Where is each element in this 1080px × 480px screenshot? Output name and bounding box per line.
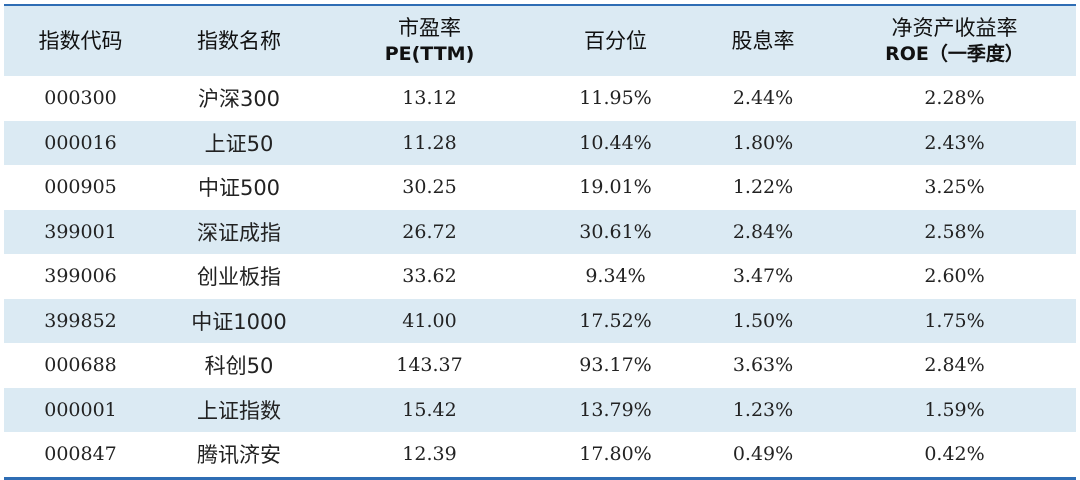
table-row: 000016 上证50 11.28 10.44% 1.80% 2.43% bbox=[4, 120, 1076, 165]
cell-name: 腾讯济安 bbox=[197, 443, 281, 468]
cell-percentile: 17.52% bbox=[579, 309, 652, 332]
cell-roe: 2.43% bbox=[924, 131, 985, 154]
header-label: 百分位 bbox=[584, 29, 647, 53]
index-valuation-table: 指数代码 指数名称 市盈率 PE(TTM) 百分位 股息率 净资产收益率 ROE bbox=[4, 6, 1076, 477]
cell-code: 399006 bbox=[44, 265, 117, 288]
cell-dividend-yield: 1.22% bbox=[732, 176, 794, 199]
header-index-code: 指数代码 bbox=[4, 6, 157, 76]
header-pe: 市盈率 PE(TTM) bbox=[321, 6, 538, 76]
header-sublabel: ROE（一季度） bbox=[885, 43, 1024, 65]
cell-name: 上证50 bbox=[204, 131, 274, 156]
cell-roe: 1.75% bbox=[924, 309, 985, 332]
header-row: 指数代码 指数名称 市盈率 PE(TTM) 百分位 股息率 净资产收益率 ROE bbox=[4, 6, 1076, 76]
cell-name: 深证成指 bbox=[197, 220, 281, 245]
cell-pe: 26.72 bbox=[402, 220, 457, 243]
header-dividend-yield: 股息率 bbox=[693, 6, 833, 76]
cell-percentile: 10.44% bbox=[579, 131, 652, 154]
table-row: 399852 中证1000 41.00 17.52% 1.50% 1.75% bbox=[4, 298, 1076, 343]
header-label: 市盈率 bbox=[398, 16, 461, 40]
table-row: 000905 中证500 30.25 19.01% 1.22% 3.25% bbox=[4, 165, 1076, 210]
cell-dividend-yield: 3.63% bbox=[732, 354, 794, 377]
cell-percentile: 13.79% bbox=[579, 398, 652, 421]
cell-code: 399852 bbox=[44, 309, 117, 332]
header-label: 指数代码 bbox=[38, 29, 123, 53]
table-row: 000001 上证指数 15.42 13.79% 1.23% 1.59% bbox=[4, 387, 1076, 432]
header-roe: 净资产收益率 ROE（一季度） bbox=[833, 6, 1076, 76]
cell-code: 000905 bbox=[44, 176, 117, 199]
cell-percentile: 30.61% bbox=[579, 220, 652, 243]
cell-dividend-yield: 3.47% bbox=[732, 265, 794, 288]
cell-pe: 33.62 bbox=[402, 265, 457, 288]
top-rule bbox=[4, 4, 1076, 6]
cell-roe: 2.60% bbox=[924, 265, 985, 288]
cell-pe: 15.42 bbox=[402, 398, 457, 421]
table-row: 000847 腾讯济安 12.39 17.80% 0.49% 0.42% bbox=[4, 432, 1076, 477]
header-label: 股息率 bbox=[731, 29, 795, 53]
cell-dividend-yield: 2.84% bbox=[732, 220, 794, 243]
cell-code: 000001 bbox=[44, 398, 117, 421]
cell-roe: 2.58% bbox=[924, 220, 985, 243]
header-percentile: 百分位 bbox=[538, 6, 693, 76]
cell-code: 399001 bbox=[44, 220, 117, 243]
cell-code: 000300 bbox=[44, 87, 117, 110]
cell-name: 创业板指 bbox=[197, 265, 281, 290]
cell-name: 科创50 bbox=[204, 354, 274, 379]
cell-dividend-yield: 0.49% bbox=[732, 443, 794, 466]
table-row: 399006 创业板指 33.62 9.34% 3.47% 2.60% bbox=[4, 254, 1076, 299]
cell-pe: 41.00 bbox=[402, 309, 457, 332]
cell-percentile: 17.80% bbox=[579, 443, 652, 466]
bottom-rule bbox=[4, 476, 1076, 480]
header-index-name: 指数名称 bbox=[157, 6, 321, 76]
header-label: 净资产收益率 bbox=[891, 16, 1018, 40]
table-row: 000688 科创50 143.37 93.17% 3.63% 2.84% bbox=[4, 343, 1076, 388]
cell-code: 000688 bbox=[44, 354, 117, 377]
cell-dividend-yield: 2.44% bbox=[732, 87, 794, 110]
header-sublabel: PE(TTM) bbox=[384, 43, 475, 65]
table-row: 000300 沪深300 13.12 11.95% 2.44% 2.28% bbox=[4, 76, 1076, 121]
header-label: 指数名称 bbox=[197, 29, 281, 53]
cell-percentile: 11.95% bbox=[579, 87, 652, 110]
cell-dividend-yield: 1.23% bbox=[732, 398, 794, 421]
cell-name: 中证1000 bbox=[191, 309, 287, 334]
cell-roe: 0.42% bbox=[924, 443, 985, 466]
cell-code: 000847 bbox=[44, 443, 117, 466]
table-row: 399001 深证成指 26.72 30.61% 2.84% 2.58% bbox=[4, 209, 1076, 254]
cell-name: 沪深300 bbox=[197, 87, 281, 112]
cell-name: 上证指数 bbox=[197, 398, 281, 423]
cell-percentile: 93.17% bbox=[579, 354, 652, 377]
cell-pe: 11.28 bbox=[402, 131, 457, 154]
cell-roe: 2.28% bbox=[924, 87, 985, 110]
cell-percentile: 9.34% bbox=[585, 265, 646, 288]
cell-percentile: 19.01% bbox=[579, 176, 652, 199]
cell-roe: 1.59% bbox=[924, 398, 985, 421]
cell-pe: 143.37 bbox=[396, 354, 463, 377]
cell-pe: 30.25 bbox=[402, 176, 457, 199]
index-valuation-table-container: 指数代码 指数名称 市盈率 PE(TTM) 百分位 股息率 净资产收益率 ROE bbox=[4, 4, 1076, 480]
cell-pe: 13.12 bbox=[402, 87, 457, 110]
cell-dividend-yield: 1.50% bbox=[732, 309, 794, 332]
cell-roe: 3.25% bbox=[924, 176, 985, 199]
cell-code: 000016 bbox=[44, 131, 117, 154]
cell-roe: 2.84% bbox=[924, 354, 985, 377]
cell-name: 中证500 bbox=[197, 176, 281, 201]
cell-dividend-yield: 1.80% bbox=[732, 131, 794, 154]
cell-pe: 12.39 bbox=[402, 443, 457, 466]
